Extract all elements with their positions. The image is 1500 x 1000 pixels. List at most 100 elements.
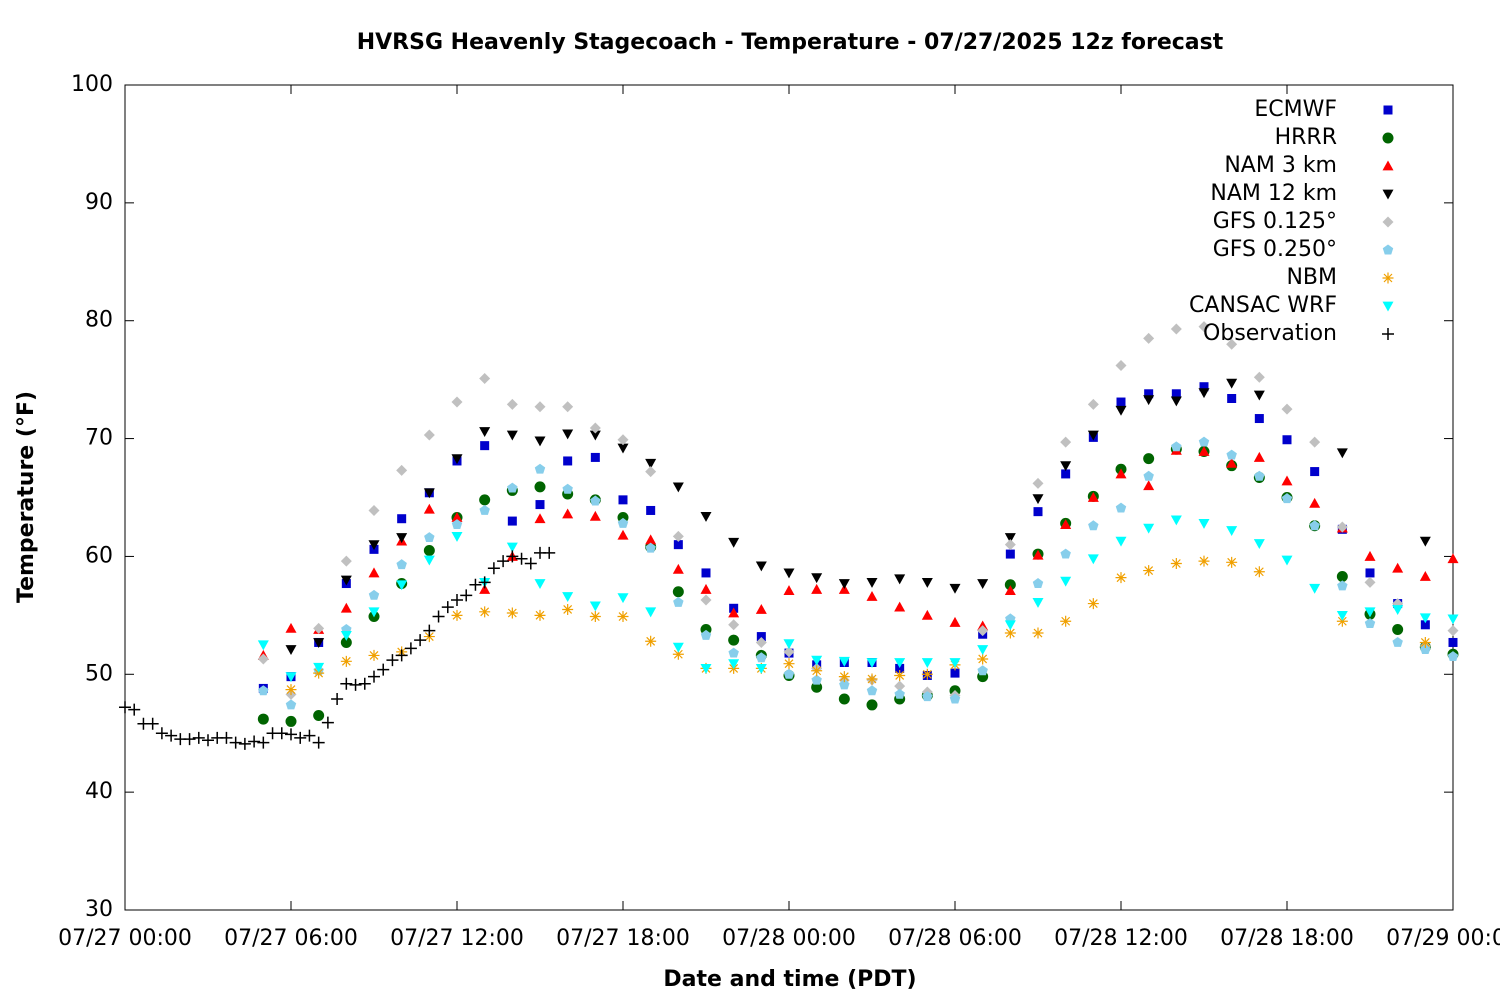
data-point — [811, 583, 823, 594]
data-point — [895, 663, 905, 673]
data-point — [1281, 555, 1293, 566]
data-point — [728, 607, 740, 618]
data-point — [1364, 576, 1376, 588]
data-point — [1420, 644, 1431, 654]
data-point — [921, 609, 933, 620]
data-point — [1198, 519, 1210, 529]
data-point — [294, 731, 307, 744]
data-point — [331, 693, 344, 706]
data-point — [257, 640, 269, 651]
data-point — [340, 575, 352, 586]
data-point — [1060, 548, 1071, 559]
data-point — [1198, 388, 1210, 399]
data-point — [645, 607, 657, 618]
legend-label: ECMWF — [1254, 97, 1337, 122]
data-point — [728, 659, 740, 670]
data-point — [1060, 436, 1072, 448]
data-point — [423, 545, 435, 557]
data-point — [1143, 395, 1155, 406]
data-point — [1447, 614, 1459, 625]
data-point — [395, 649, 408, 662]
data-point — [866, 591, 878, 601]
data-point — [977, 579, 989, 590]
data-point — [1281, 475, 1293, 486]
legend-label: NAM 12 km — [1210, 181, 1337, 206]
data-point — [368, 567, 380, 578]
y-tick-label: 100 — [71, 72, 113, 97]
data-point — [645, 458, 657, 469]
data-point — [507, 482, 518, 493]
data-point — [1116, 397, 1126, 407]
data-point — [524, 557, 537, 570]
legend-label: Observation — [1203, 321, 1337, 346]
data-point — [460, 589, 473, 602]
data-point — [672, 563, 684, 574]
data-point — [1170, 323, 1182, 335]
data-point — [1392, 624, 1404, 635]
data-point — [313, 667, 325, 679]
data-point — [285, 622, 297, 633]
data-point — [368, 607, 380, 618]
data-point — [1336, 615, 1348, 627]
data-point — [229, 736, 242, 749]
data-point — [811, 573, 823, 584]
data-point — [618, 495, 628, 505]
y-axis-label: Temperature (°F) — [14, 391, 39, 603]
data-point — [728, 634, 740, 646]
data-point — [441, 601, 454, 614]
data-point — [285, 715, 297, 727]
data-point — [1336, 448, 1348, 459]
data-point — [1364, 618, 1376, 629]
data-point — [358, 677, 371, 690]
data-point — [432, 610, 445, 623]
data-point — [515, 552, 528, 565]
data-point — [838, 656, 850, 667]
data-point — [1004, 620, 1016, 631]
data-point — [1032, 627, 1044, 639]
data-point — [368, 589, 380, 600]
data-point — [119, 701, 131, 714]
legend-marker — [1382, 272, 1394, 284]
data-point — [562, 603, 574, 615]
data-point — [1060, 461, 1072, 472]
data-point — [838, 693, 850, 705]
data-point — [672, 642, 684, 653]
data-point — [1060, 519, 1072, 530]
data-point — [479, 583, 491, 594]
data-point — [349, 678, 362, 691]
data-point — [1004, 539, 1016, 551]
data-point — [783, 568, 795, 579]
data-point — [949, 583, 961, 594]
data-point — [589, 422, 601, 434]
data-point — [1032, 549, 1044, 560]
data-point — [590, 452, 600, 462]
data-point — [1143, 470, 1154, 481]
data-point — [1198, 436, 1210, 447]
data-point — [866, 685, 878, 696]
legend-marker — [1382, 328, 1394, 340]
data-point — [1309, 497, 1321, 508]
data-point — [563, 456, 573, 466]
data-point — [1419, 570, 1431, 581]
data-point — [589, 510, 601, 521]
data-point — [728, 537, 740, 548]
data-point — [396, 533, 408, 544]
data-point — [451, 512, 463, 522]
data-point — [507, 516, 517, 526]
data-point — [1419, 636, 1431, 648]
data-point — [285, 728, 297, 741]
data-point — [1115, 502, 1127, 513]
data-point — [377, 663, 390, 676]
data-point — [922, 691, 933, 702]
data-point — [589, 611, 601, 623]
data-point — [248, 735, 261, 748]
data-point — [469, 578, 482, 591]
data-point — [562, 508, 574, 519]
legend-label: NAM 3 km — [1224, 153, 1337, 178]
data-point — [340, 630, 352, 641]
data-point — [894, 574, 906, 585]
data-point — [1144, 389, 1154, 399]
data-point — [562, 483, 573, 494]
data-point — [340, 655, 352, 667]
data-point — [1087, 554, 1099, 565]
